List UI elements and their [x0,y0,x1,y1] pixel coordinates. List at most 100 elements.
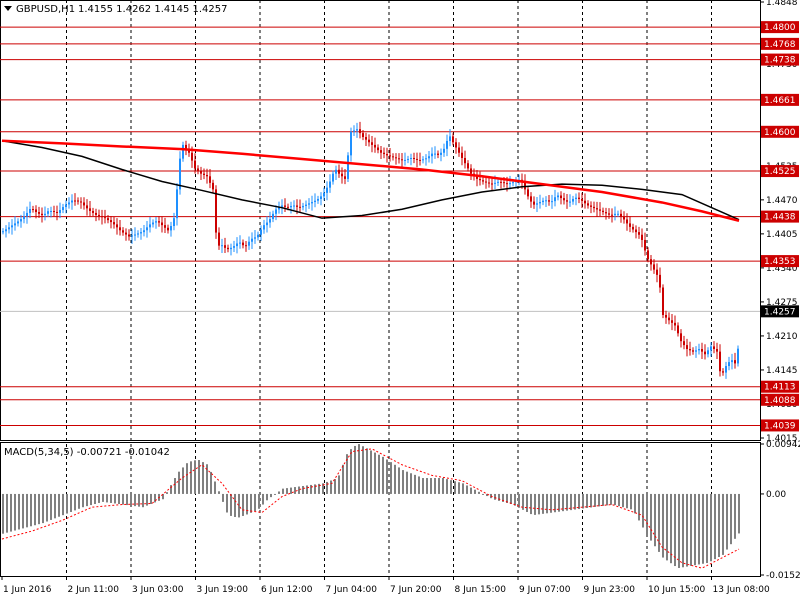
candle-body [395,157,397,159]
macd-bar [430,478,432,494]
macd-bar [10,493,12,532]
macd-bar [426,478,428,494]
macd-bar [510,493,512,505]
macd-bar [206,464,208,494]
macd-bar [310,484,312,494]
macd-bar [522,493,524,510]
candle-body [482,180,484,182]
macd-bar [302,485,304,494]
macd-bar [346,454,348,494]
candle-body [275,209,277,214]
macd-bar [318,483,320,494]
current-price-label: 1.4257 [764,307,796,317]
candle-body [437,153,439,155]
macd-bar [598,493,600,507]
macd-bar [358,444,360,494]
candle-body [623,216,625,220]
macd-bar [470,487,472,494]
candle-body [626,219,628,224]
candle-body [140,232,142,234]
macd-bar [330,480,332,494]
candle-body [383,152,385,155]
candle-body [242,242,244,246]
candle-body [128,234,130,237]
macd-bar [226,493,228,513]
candle-body [581,198,583,201]
candle-body [77,200,79,202]
time-axis: 1 Jun 2016 2 Jun 11:00 3 Jun 03:00 3 Jun 19… [1,576,770,595]
macd-bar [474,489,476,494]
candle-body [677,325,679,334]
macd-bar [590,493,592,508]
candle-body [425,158,427,160]
candle-body [485,181,487,183]
candle-body [656,269,658,275]
candle-body [374,144,376,148]
candle-body [650,259,652,265]
candle-body [245,245,247,247]
macd-panel-frame [0,442,761,577]
candle-body [389,155,391,157]
macd-bar [142,493,144,508]
macd-bar [202,462,204,494]
candle-body [86,205,88,209]
candle-body [620,213,622,217]
macd-bar [714,493,716,560]
macd-bar [630,493,632,510]
macd-bar [2,493,4,534]
candle-body [497,181,499,183]
macd-bar [458,482,460,494]
candle-body [125,232,127,235]
macd-bar [626,493,628,509]
price-panel-frame [0,0,761,441]
macd-bar [706,493,708,564]
candle-body [551,201,553,203]
candle-body [251,238,253,242]
candle-body [365,137,367,140]
candle-body [692,350,694,352]
candle-body [158,221,160,223]
candle-body [284,205,286,207]
candle-body [362,133,364,138]
candle-body [563,198,565,201]
candle-body [440,152,442,155]
candle-body [161,222,163,226]
chevron-down-icon[interactable] [4,6,12,11]
price-series [1,121,740,379]
macd-bar [722,493,724,555]
candle-body [587,203,589,206]
macd-tick-label: 0.00942 [766,440,800,450]
candle-body [413,157,415,159]
candle-body [62,207,64,210]
macd-bar [146,493,148,506]
candle-body [707,350,709,355]
candle-body [653,264,655,270]
symbol-label: GBPUSD,H1 [16,4,75,15]
macd-bar [54,493,56,519]
macd-bar [70,493,72,512]
macd-bar [418,476,420,494]
candle-body [689,349,691,351]
candle-body [83,202,85,206]
candle-body [14,223,16,226]
candle-body [494,182,496,184]
candle-body [332,173,334,182]
macd-bar [354,445,356,494]
macd-bar [350,449,352,494]
candle-body [170,226,172,231]
macd-bar [526,493,528,512]
candle-body [602,210,604,213]
price-tick-label: 1.4470 [766,196,798,206]
candle-body [20,219,22,222]
macd-axis: 0.00942 0.00 -0.01529 [760,440,800,581]
current-price-tag [761,305,799,318]
macd-bar [494,493,496,500]
macd-bar [538,493,540,515]
macd-bar [566,493,568,511]
level-price-label: 1.4088 [764,396,796,406]
macd-bar [198,460,200,494]
macd-bar [642,493,644,528]
macd-bar [462,483,464,494]
candle-body [71,200,73,203]
